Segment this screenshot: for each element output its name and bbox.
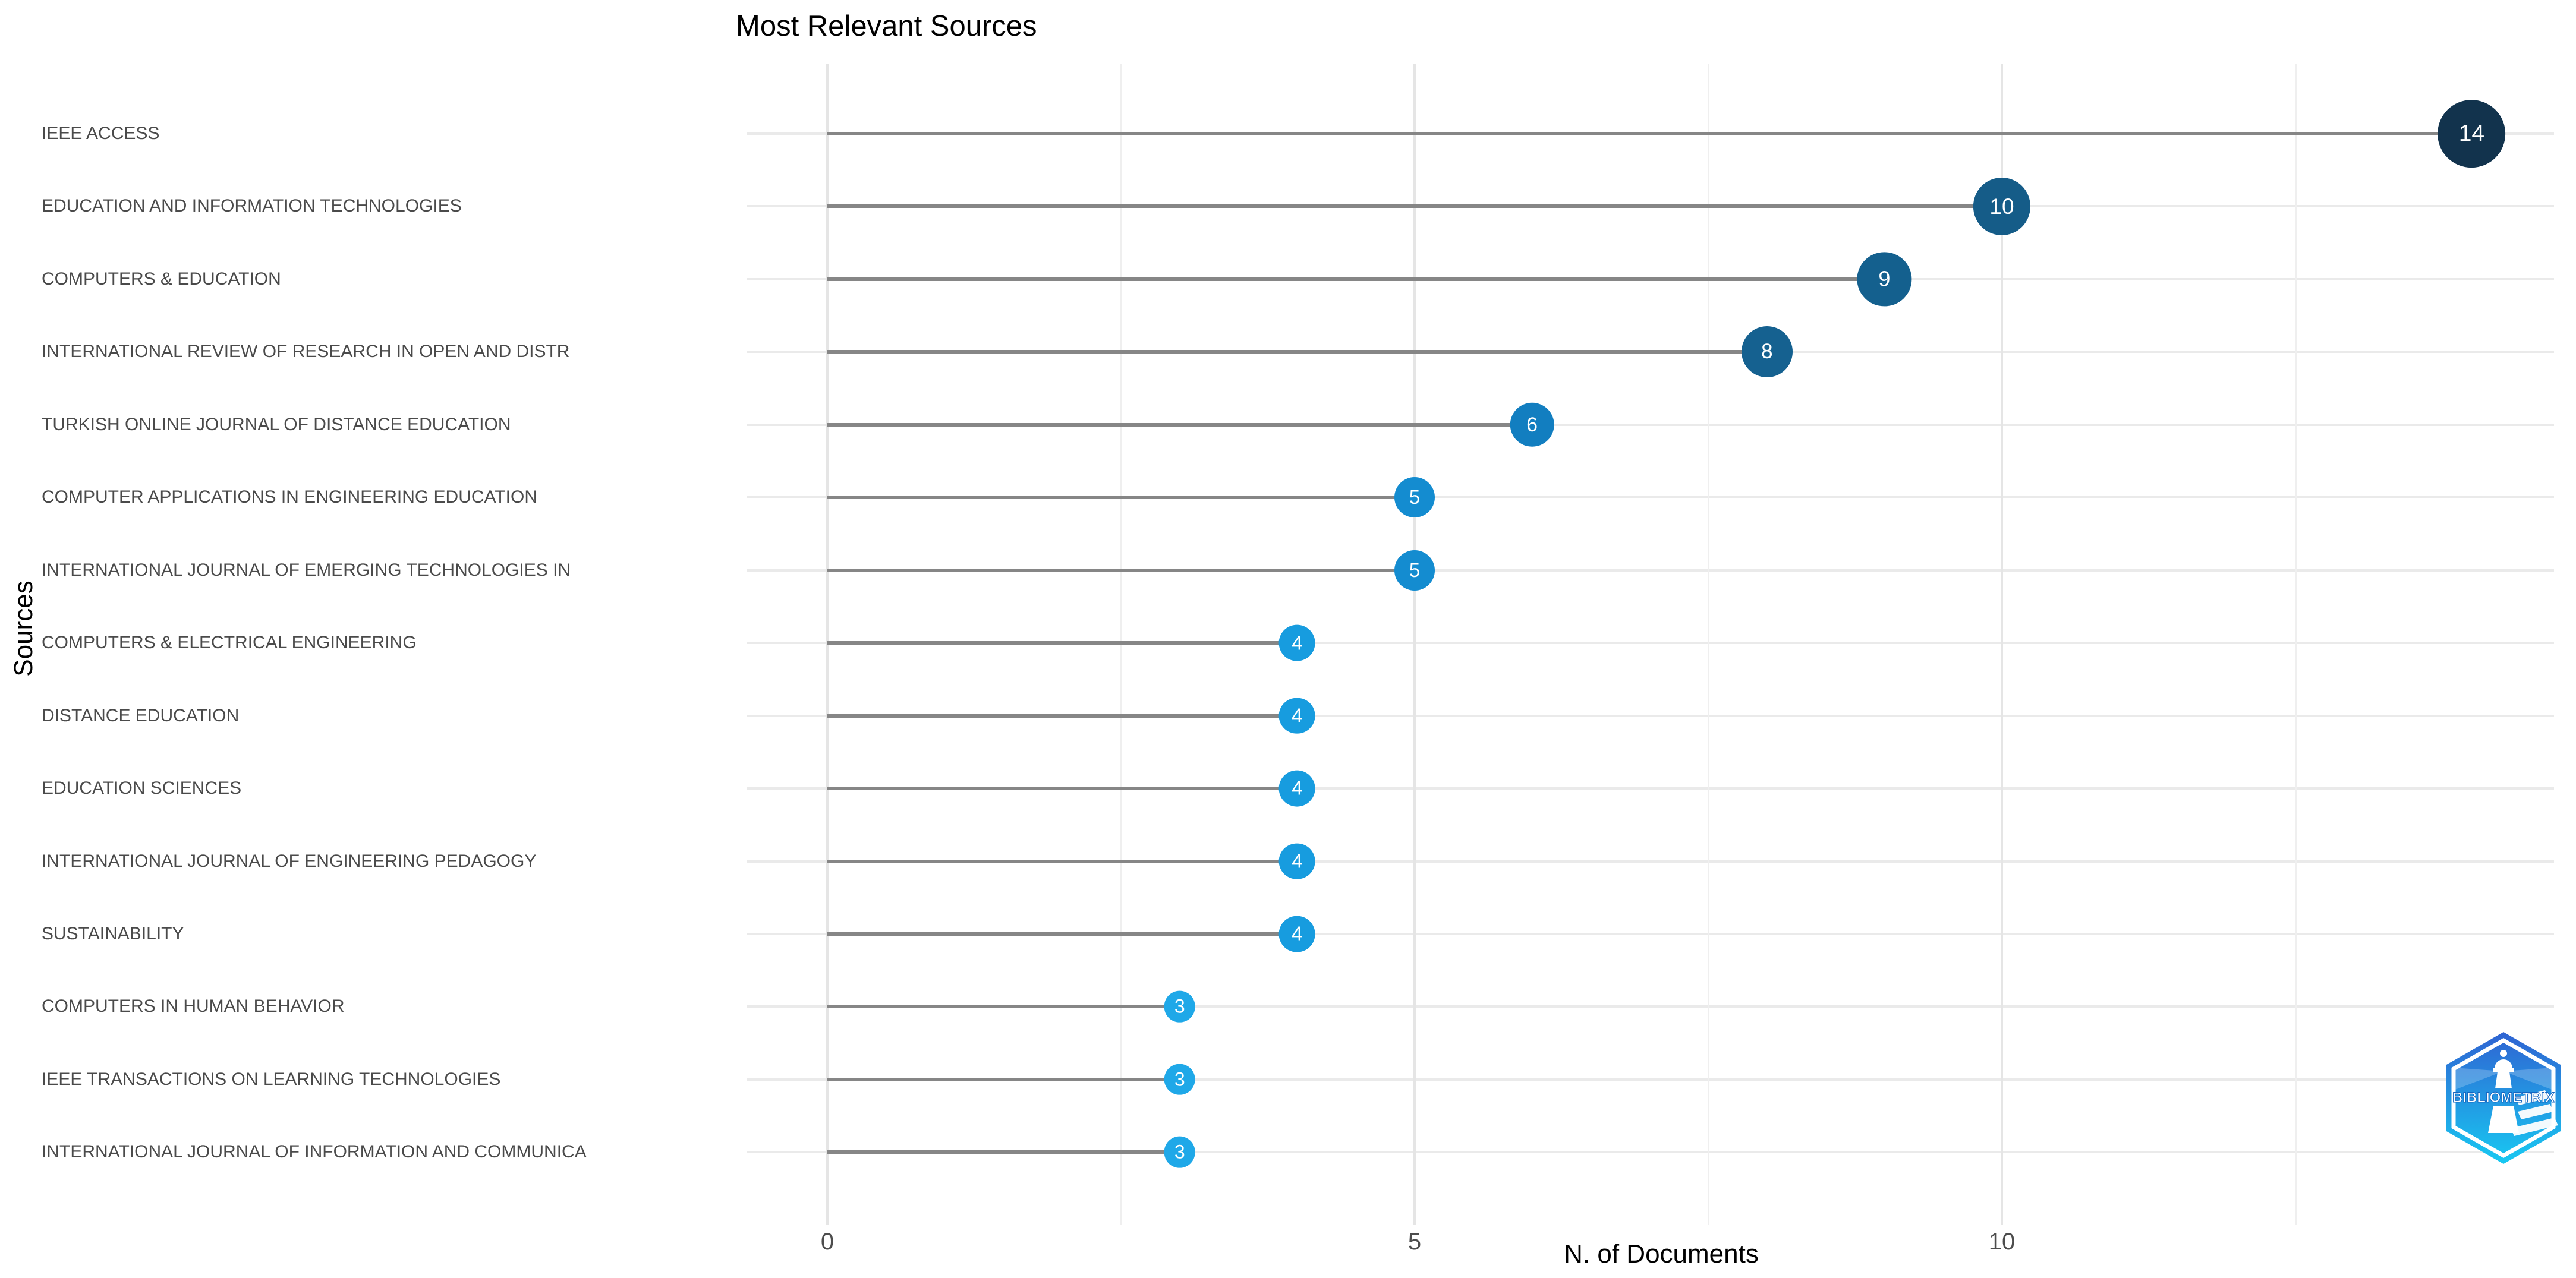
lollipop-stem (827, 1005, 1180, 1009)
data-point: 10 (1973, 178, 2031, 235)
x-axis-title: N. of Documents (1564, 1239, 1759, 1268)
category-label: EDUCATION SCIENCES (42, 778, 242, 799)
data-point: 4 (1278, 770, 1315, 807)
category-label: INTERNATIONAL REVIEW OF RESEARCH IN OPEN… (42, 342, 570, 362)
category-gridline (747, 1078, 2554, 1081)
lollipop-stem (827, 714, 1298, 718)
category-gridline (747, 423, 2554, 426)
data-point: 6 (1510, 402, 1554, 447)
category-label: IEEE ACCESS (42, 124, 160, 143)
logo-wordmark: BIBLIOMETRIX (2452, 1090, 2555, 1106)
category-label: COMPUTER APPLICATIONS IN ENGINEERING EDU… (42, 487, 537, 507)
lollipop-stem (827, 859, 1298, 863)
lollipop-stem (827, 932, 1298, 936)
data-point: 8 (1741, 326, 1793, 378)
lollipop-stem (827, 422, 1532, 427)
data-point: 4 (1278, 698, 1315, 734)
category-label: DISTANCE EDUCATION (42, 705, 240, 725)
chart-title: Most Relevant Sources (736, 10, 1037, 42)
lollipop-stem (827, 1150, 1180, 1154)
data-point: 14 (2438, 100, 2506, 168)
lollipop-stem (827, 496, 1415, 500)
x-tick-label: 5 (1407, 1229, 1422, 1255)
lollipop-stem (827, 204, 2002, 209)
category-label: IEEE TRANSACTIONS ON LEARNING TECHNOLOGI… (42, 1069, 501, 1089)
lollipop-stem (827, 1077, 1180, 1081)
category-gridline (747, 642, 2554, 645)
lollipop-stem (827, 787, 1298, 791)
category-label: SUSTAINABILITY (42, 923, 184, 943)
lighthouse-icon (2488, 1050, 2519, 1133)
category-gridline (747, 714, 2554, 717)
category-gridline (747, 860, 2554, 863)
category-gridline (747, 1005, 2554, 1008)
category-label: COMPUTERS IN HUMAN BEHAVIOR (42, 996, 345, 1017)
x-tick-label: 0 (820, 1229, 834, 1255)
category-label: EDUCATION AND INFORMATION TECHNOLOGIES (42, 196, 462, 216)
category-gridline (747, 932, 2554, 935)
x-gridline-major (1413, 64, 1416, 1225)
x-gridline-major (2001, 64, 2003, 1225)
logo-hexagon-border (2451, 1037, 2556, 1159)
category-gridline (747, 496, 2554, 499)
bibliometrix-logo: BIBLIOMETRIX (2446, 1032, 2561, 1164)
x-gridline-minor (2295, 64, 2297, 1225)
category-label: INTERNATIONAL JOURNAL OF INFORMATION AND… (42, 1142, 587, 1162)
data-point: 4 (1278, 843, 1315, 879)
lollipop-stem (827, 350, 1767, 354)
data-point: 4 (1278, 624, 1315, 661)
x-gridline-minor (1708, 64, 1709, 1225)
category-label: INTERNATIONAL JOURNAL OF ENGINEERING PED… (42, 851, 537, 871)
logo-numeral-3 (2511, 1090, 2558, 1136)
category-gridline (747, 787, 2554, 790)
category-label: COMPUTERS & ELECTRICAL ENGINEERING (42, 633, 417, 653)
data-point: 5 (1394, 477, 1435, 518)
lollipop-stem (827, 568, 1415, 572)
data-point: 3 (1164, 1064, 1196, 1096)
lollipop-stem (827, 277, 1885, 281)
lollipop-stem (827, 132, 2472, 135)
lollipop-stem (827, 641, 1298, 645)
data-point: 5 (1394, 550, 1435, 591)
data-point: 4 (1278, 916, 1315, 952)
category-label: COMPUTERS & EDUCATION (42, 269, 281, 289)
category-label: INTERNATIONAL JOURNAL OF EMERGING TECHNO… (42, 560, 571, 580)
data-point: 3 (1164, 1136, 1196, 1168)
category-gridline (747, 569, 2554, 572)
category-gridline (747, 1151, 2554, 1154)
x-tick-label: 10 (1988, 1229, 2016, 1255)
logo-light-ray-right (2503, 1068, 2553, 1090)
data-point: 3 (1164, 991, 1196, 1023)
logo-light-ray-left (2454, 1068, 2503, 1090)
category-label: TURKISH ONLINE JOURNAL OF DISTANCE EDUCA… (42, 414, 511, 434)
data-point: 9 (1857, 252, 1911, 307)
